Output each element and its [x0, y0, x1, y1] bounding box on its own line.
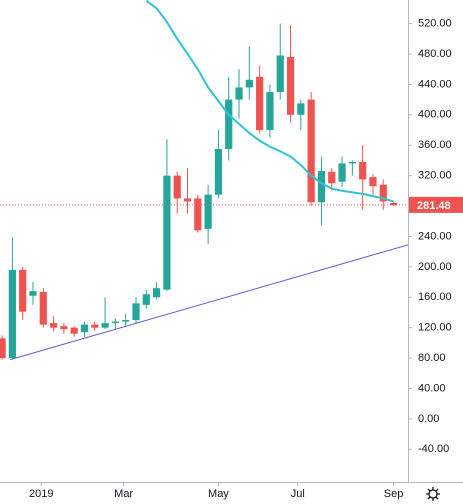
x-tick-label: Jul — [291, 488, 305, 500]
candle-body — [266, 91, 274, 131]
candle-body — [29, 291, 37, 296]
y-tick-label: 200.00 — [418, 261, 452, 273]
y-tick-label: 240.00 — [418, 230, 452, 242]
candle-body — [80, 324, 89, 333]
candle-body — [8, 269, 16, 359]
trendline — [10, 244, 408, 361]
candle-body — [163, 175, 171, 290]
y-tick-label: 80.00 — [418, 352, 446, 364]
y-tick-label: -40.00 — [418, 443, 449, 455]
candle-body — [142, 294, 150, 305]
moving-average — [145, 0, 394, 203]
candle-body — [101, 323, 109, 328]
candle-body — [235, 87, 243, 100]
candle-body — [256, 76, 264, 131]
x-tick-label: Sep — [384, 488, 404, 500]
last-price-label: 281.48 — [417, 200, 451, 212]
candle-body — [245, 79, 253, 88]
y-tick-label: 400.00 — [418, 109, 452, 121]
candle-body — [60, 326, 68, 330]
candle-body — [328, 171, 336, 184]
candle-body — [276, 55, 284, 92]
settings-icon[interactable] — [426, 487, 440, 501]
y-tick-label: 120.00 — [418, 322, 452, 334]
candle-body — [204, 194, 212, 229]
candle-body — [214, 149, 223, 195]
candle-body — [91, 324, 99, 328]
x-tick-label: May — [208, 488, 229, 500]
candle-body — [49, 323, 58, 328]
candle-body — [317, 171, 326, 203]
candle-body — [173, 175, 181, 199]
gear-teeth — [426, 487, 440, 501]
x-tick-label: 2019 — [29, 488, 53, 500]
candle-body — [389, 202, 398, 206]
y-tick-label: 0.00 — [418, 413, 439, 425]
y-tick-label: 440.00 — [418, 78, 452, 90]
candle-body — [307, 99, 315, 203]
candle-body — [194, 198, 202, 231]
candle-body — [379, 184, 387, 202]
candle-body — [111, 321, 119, 324]
y-tick-label: 520.00 — [418, 17, 452, 29]
candle-body — [369, 177, 377, 187]
candle-body — [19, 269, 27, 312]
y-tick-label: 320.00 — [418, 170, 452, 182]
y-tick-label: 160.00 — [418, 291, 452, 303]
candle-body — [183, 198, 192, 202]
candle-body — [132, 303, 140, 321]
y-tick-label: 40.00 — [418, 382, 446, 394]
last-price-box — [409, 196, 463, 213]
candle-body — [348, 161, 356, 164]
candle-body — [225, 99, 233, 150]
x-tick-label: Mar — [114, 488, 133, 500]
candle-body — [297, 103, 305, 115]
candle-body — [338, 163, 346, 182]
y-tick-label: 480.00 — [418, 48, 452, 60]
candle-body — [0, 338, 6, 359]
candle-body — [70, 327, 78, 334]
candle-body — [122, 320, 130, 322]
candle-body — [286, 57, 295, 115]
candle-body — [359, 161, 367, 180]
y-tick-label: 360.00 — [418, 139, 452, 151]
candle-body — [153, 288, 161, 298]
plot — [0, 0, 408, 361]
candle-body — [39, 291, 47, 325]
